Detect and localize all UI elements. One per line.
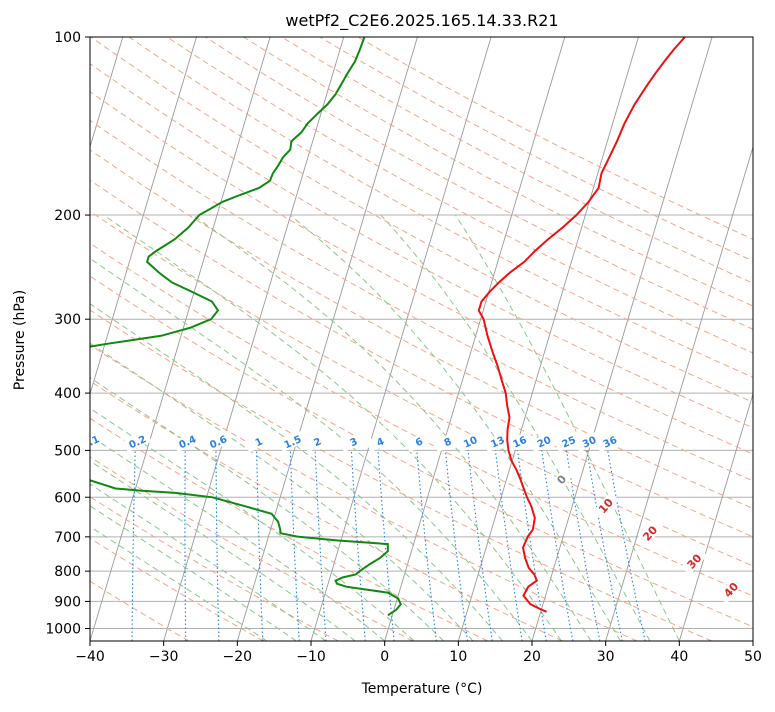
mixing-ratio-line [587, 450, 622, 641]
moist-adiabat-line [0, 215, 326, 641]
moist-adiabat-label-group: 40 [718, 576, 745, 604]
mixing-ratio-line [132, 450, 135, 641]
mixing-ratio-line [216, 450, 219, 641]
y-tick-label: 600 [54, 490, 81, 506]
dry-adiabat-line [205, 37, 775, 641]
x-axis-label: Temperature (°C) [361, 681, 483, 697]
mixing-ratio-line [445, 450, 467, 641]
x-tick-label: −30 [149, 649, 179, 665]
y-tick-label: 800 [54, 564, 81, 580]
mixing-ratio-line [468, 450, 492, 641]
x-tick-label: 10 [449, 649, 467, 665]
dry-adiabat-line [53, 37, 775, 641]
mixing-ratio-line [518, 450, 547, 641]
isotherm-line [458, 37, 638, 641]
moist-adiabat-line [0, 215, 296, 641]
y-tick-label: 500 [54, 443, 81, 459]
mixing-ratio-label-group: 2 [303, 431, 332, 453]
x-tick-label: 30 [597, 649, 615, 665]
y-tick-label: 700 [54, 530, 81, 546]
dry-adiabat-line [0, 37, 562, 641]
isotherm-line [385, 37, 565, 641]
dry-adiabat-line [0, 37, 264, 641]
x-tick-label: 20 [523, 649, 541, 665]
isotherm-line [90, 37, 270, 641]
dry-adiabat-line [0, 37, 189, 641]
x-tick-label: 0 [380, 649, 389, 665]
isotherm-line [311, 37, 491, 641]
y-tick-label: 300 [54, 312, 81, 328]
dry-adiabat-line [15, 37, 775, 641]
mixing-ratio-label-group: 0.6 [204, 431, 233, 453]
mixing-ratio-line [417, 450, 437, 641]
isotherm-line [606, 37, 775, 641]
moist-adiabat-label-group: 10 [593, 492, 620, 520]
isotherm-line [753, 37, 775, 641]
isotherm-line [679, 37, 775, 641]
y-tick-label: 200 [54, 208, 81, 224]
mixing-ratio-line [495, 450, 522, 641]
mixing-ratio-line [185, 450, 186, 641]
dry-adiabat-label: -10 [5, 436, 28, 460]
profiles [49, 37, 685, 615]
x-tick-label: −40 [75, 649, 105, 665]
mixing-ratio-label-group: 1.5 [278, 431, 307, 453]
isotherm-line [16, 37, 196, 641]
y-axis-label: Pressure (hPa) [12, 290, 28, 390]
mixing-ratio-line [315, 450, 326, 641]
dry-adiabat-line [358, 37, 775, 641]
dry-adiabat-line [129, 37, 775, 641]
isotherm-line [164, 37, 344, 641]
mixing-ratio-label-group: 6 [404, 431, 433, 453]
x-tick-label: 50 [744, 649, 762, 665]
x-tick-label: −20 [223, 649, 253, 665]
x-tick-label: 40 [670, 649, 688, 665]
dry-adiabat-label-group: -10 [3, 434, 30, 462]
mixing-ratio-line [257, 450, 263, 641]
moist-adiabat-label-group: 0 [548, 466, 575, 494]
isotherm-line [237, 37, 417, 641]
mixing-ratio-label-group: 0.2 [123, 431, 152, 453]
y-tick-label: 100 [54, 30, 81, 46]
mixing-ratio-label-group: 20 [529, 431, 558, 453]
mixing-ratio-line [82, 450, 89, 641]
dry-adiabat-line [91, 37, 775, 641]
y-tick-label: 1000 [45, 621, 81, 637]
mixing-ratio-label-group: 1 [244, 431, 273, 453]
plot-frame [90, 37, 753, 641]
dewpoint-profile-line [49, 37, 401, 615]
moist-adiabat-line [193, 215, 591, 641]
y-tick-label: 900 [54, 594, 81, 610]
dry-adiabat-line [167, 37, 775, 641]
mixing-ratio-label-group: 10 [456, 431, 485, 453]
y-tick-label: 400 [54, 386, 81, 402]
chart-title: wetPf2_C2E6.2025.165.14.33.R21 [285, 11, 558, 31]
x-tick-label: −10 [296, 649, 326, 665]
moist-adiabat-line [455, 215, 679, 641]
dry-adiabat-label-bg [3, 434, 29, 461]
dry-adiabat-line [0, 37, 413, 641]
mixing-ratio-label-group: 3 [339, 431, 368, 453]
mixing-ratio-label-group: 4 [366, 431, 395, 453]
